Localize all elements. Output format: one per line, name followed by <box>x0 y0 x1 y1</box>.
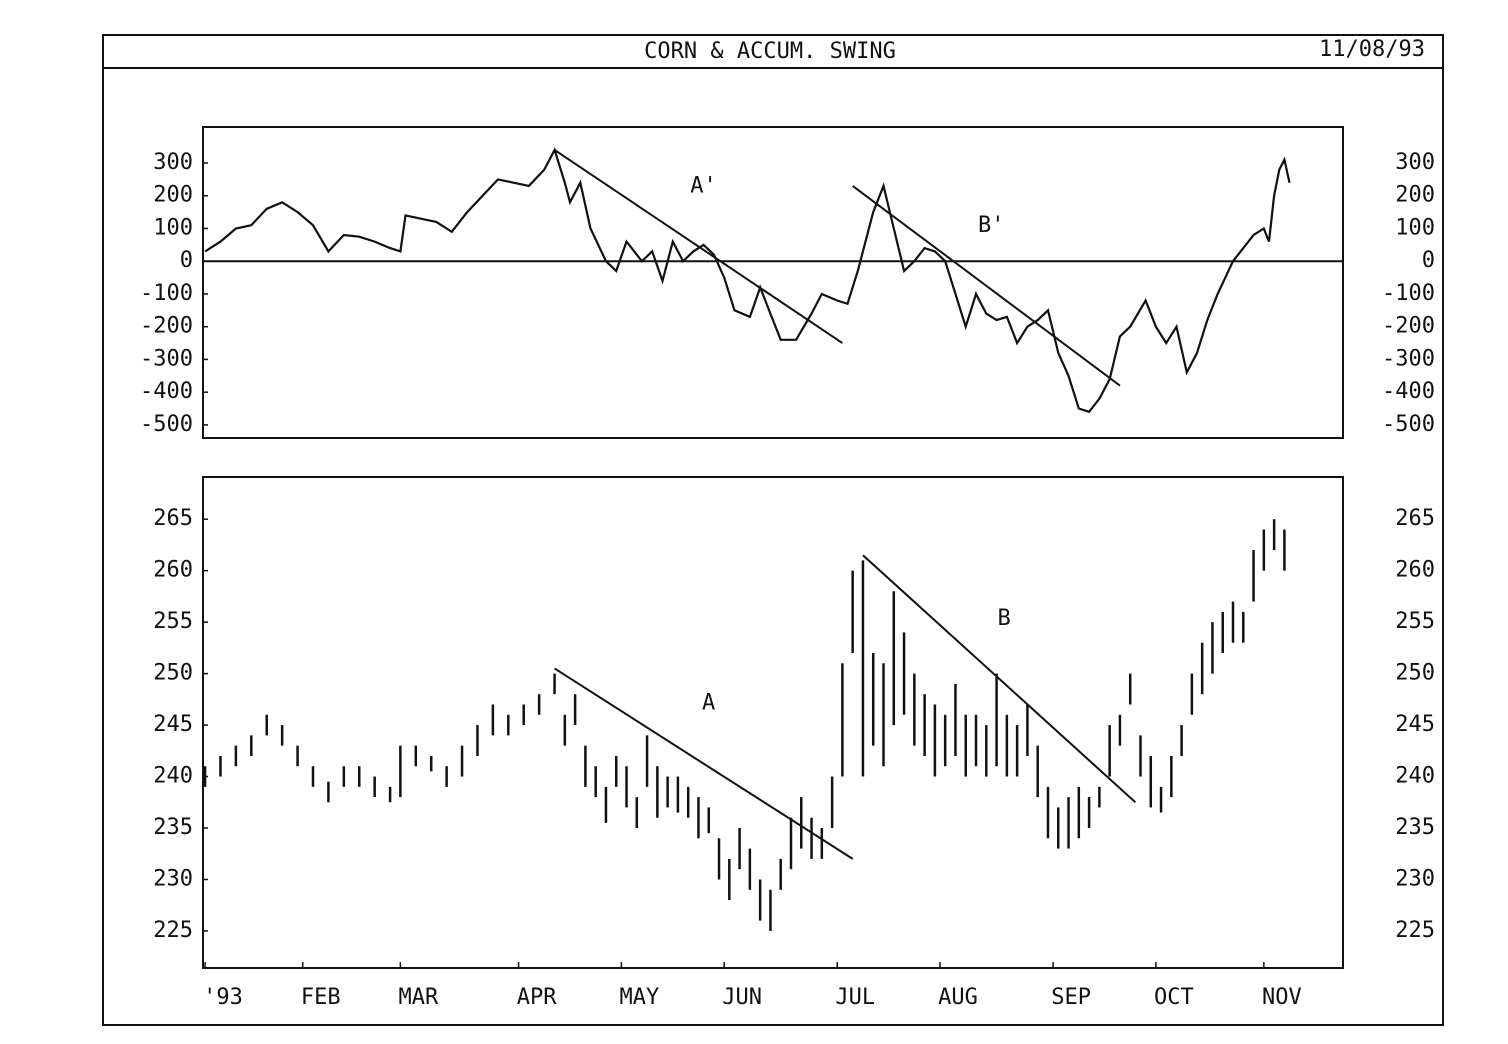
x-tick-label: AUG <box>938 985 978 1010</box>
y-tick-label: 255 <box>153 609 193 634</box>
y2-tick-label: 300 <box>1395 150 1435 175</box>
y2-tick-label: -200 <box>1382 314 1435 339</box>
y-tick-label: -400 <box>140 379 193 404</box>
x-tick-label: FEB <box>301 985 341 1010</box>
x-tick-label: MAR <box>398 985 438 1010</box>
x-tick-label: OCT <box>1154 985 1194 1010</box>
y-tick-label: 230 <box>153 866 193 891</box>
x-tick-label: NOV <box>1262 985 1302 1010</box>
x-tick-label: JUN <box>722 985 762 1010</box>
y2-tick-label: -100 <box>1382 281 1435 306</box>
x-tick-label: JUL <box>835 985 875 1010</box>
y-tick-label: -100 <box>140 281 193 306</box>
trend-line <box>554 149 843 344</box>
chart-title: CORN & ACCUM. SWING <box>644 39 896 64</box>
y-tick-label: 225 <box>153 918 193 943</box>
y2-tick-label: -500 <box>1382 412 1435 437</box>
y-tick-label: 100 <box>153 215 193 240</box>
trend-label: A' <box>690 173 717 198</box>
x-tick-label: '93 <box>203 985 243 1010</box>
trend-line <box>852 185 1121 387</box>
y-tick-label: -300 <box>140 346 193 371</box>
y2-tick-label: 200 <box>1395 183 1435 208</box>
y2-tick-label: 265 <box>1395 506 1435 531</box>
y2-tick-label: 0 <box>1422 248 1435 273</box>
y2-tick-label: -400 <box>1382 379 1435 404</box>
x-tick-label: SEP <box>1051 985 1091 1010</box>
y2-tick-label: 230 <box>1395 866 1435 891</box>
x-tick-label: MAY <box>620 985 660 1010</box>
trend-label: A <box>702 691 715 716</box>
plot-frame <box>202 126 1344 439</box>
y-tick-label: 245 <box>153 712 193 737</box>
y-tick-label: -200 <box>140 314 193 339</box>
y2-tick-label: 100 <box>1395 215 1435 240</box>
trend-label: B <box>998 606 1011 631</box>
y-tick-label: 240 <box>153 764 193 789</box>
outer-frame <box>102 34 1444 1026</box>
y-tick-label: 235 <box>153 815 193 840</box>
chart-date: 11/08/93 <box>1319 37 1425 62</box>
y2-tick-label: 255 <box>1395 609 1435 634</box>
y2-tick-label: 240 <box>1395 764 1435 789</box>
y2-tick-label: 225 <box>1395 918 1435 943</box>
y-tick-label: 0 <box>180 248 193 273</box>
y2-tick-label: 250 <box>1395 661 1435 686</box>
plot-frame <box>202 476 1344 969</box>
y-tick-label: 260 <box>153 558 193 583</box>
y2-tick-label: 260 <box>1395 558 1435 583</box>
y2-tick-label: 245 <box>1395 712 1435 737</box>
y2-tick-label: 235 <box>1395 815 1435 840</box>
trend-label: B' <box>978 213 1005 238</box>
y2-tick-label: -300 <box>1382 346 1435 371</box>
trend-line <box>554 667 854 860</box>
swing-line <box>204 147 1291 414</box>
x-tick-label: APR <box>517 985 557 1010</box>
y-tick-label: 250 <box>153 661 193 686</box>
y-tick-label: 200 <box>153 183 193 208</box>
trend-line <box>862 554 1137 804</box>
y-tick-label: -500 <box>140 412 193 437</box>
y-tick-label: 265 <box>153 506 193 531</box>
y-tick-label: 300 <box>153 150 193 175</box>
